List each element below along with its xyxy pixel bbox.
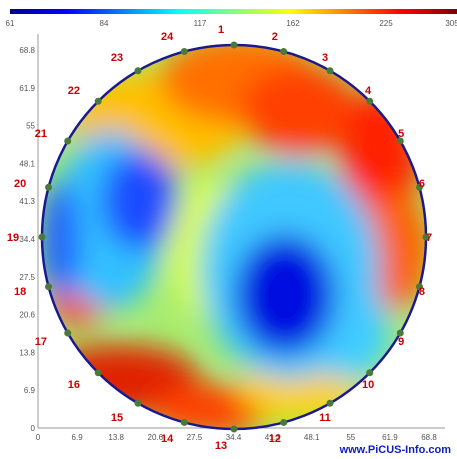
sensor-label: 18 (14, 286, 26, 298)
sensor-label: 1 (218, 24, 224, 36)
sensor-label: 19 (7, 232, 19, 244)
sensor-dot (38, 233, 46, 241)
sensor-dot (415, 183, 423, 191)
x-tick-label: 13.8 (108, 433, 124, 442)
y-tick-label: 55 (26, 122, 35, 131)
sensor-label: 9 (398, 336, 404, 348)
y-tick-label: 20.6 (19, 311, 35, 320)
sensor-dot (366, 97, 374, 105)
sensor-dot (326, 399, 334, 407)
y-tick-label: 27.5 (19, 273, 35, 282)
sensor-dot (396, 329, 404, 337)
x-tick-label: 41.3 (265, 433, 281, 442)
sensor-label: 20 (14, 178, 26, 190)
y-tick-label: 41.3 (19, 197, 35, 206)
sensor-label: 22 (68, 85, 80, 97)
scale-label: 84 (99, 19, 109, 28)
sensor-dot (326, 67, 334, 75)
sensor-label: 15 (111, 412, 123, 424)
sensor-label: 17 (35, 336, 47, 348)
sensor-label: 14 (161, 433, 174, 445)
color-scale-bar (10, 9, 457, 14)
sensor-label: 10 (362, 379, 374, 391)
y-tick-label: 6.9 (24, 386, 36, 395)
sensor-label: 8 (419, 286, 425, 298)
x-tick-label: 20.6 (148, 433, 164, 442)
sensor-dot (45, 283, 53, 291)
y-tick-label: 34.4 (19, 235, 35, 244)
sensor-label: 6 (419, 178, 425, 190)
tomogram-image (42, 45, 426, 429)
y-tick-label: 48.1 (19, 159, 35, 168)
sensor-label: 11 (319, 412, 331, 424)
sensor-label: 4 (365, 85, 372, 97)
sensor-label: 3 (322, 52, 328, 64)
sensor-label: 13 (215, 440, 227, 452)
x-tick-label: 61.9 (382, 433, 398, 442)
sensor-label: 7 (426, 232, 432, 244)
x-tick-label: 6.9 (72, 433, 84, 442)
x-tick-label: 0 (36, 433, 41, 442)
sensor-dot (180, 418, 188, 426)
x-tick-label: 27.5 (187, 433, 203, 442)
sensor-label: 5 (398, 128, 404, 140)
x-axis-ticks: 0 6.9 13.8 20.6 27.5 34.4 41.3 48.1 55 61.9 68.8 (36, 433, 438, 442)
x-tick-label: 48.1 (304, 433, 320, 442)
sensor-dot (415, 283, 423, 291)
sensor-label: 16 (68, 379, 80, 391)
y-tick-label: 13.8 (19, 348, 35, 357)
sensor-label: 2 (272, 31, 278, 43)
sensor-label: 12 (269, 433, 281, 445)
sensor-label: 24 (161, 31, 174, 43)
sensor-label: 23 (111, 52, 123, 64)
x-tick-label: 34.4 (226, 433, 242, 442)
sensor-dot (64, 137, 72, 145)
sensor-dot (94, 369, 102, 377)
y-tick-label: 61.9 (19, 84, 35, 93)
brand-watermark: www.PiCUS-Info.com (339, 444, 451, 456)
sensor-dot (134, 399, 142, 407)
sensor-dot (366, 369, 374, 377)
y-axis-ticks: 68.8 61.9 55 48.1 41.3 34.4 27.5 20.6 13.8 6.9 0 (19, 46, 35, 433)
y-tick-label: 0 (31, 424, 36, 433)
sensor-dot (230, 41, 238, 49)
scale-label: 225 (379, 19, 393, 28)
sensor-dot (396, 137, 404, 145)
scale-label: 117 (193, 19, 207, 28)
sensor-label: 21 (35, 128, 47, 140)
sensor-dot (280, 418, 288, 426)
y-tick-label: 68.8 (19, 46, 35, 55)
sensor-dot (64, 329, 72, 337)
scale-label: 305 (445, 19, 457, 28)
sensor-dot (94, 97, 102, 105)
sensor-dot (134, 67, 142, 75)
sensor-dot (180, 48, 188, 56)
sensor-dot (280, 48, 288, 56)
sensor-dot (422, 233, 430, 241)
sensor-dot (45, 183, 53, 191)
sensor-dot (230, 425, 238, 433)
scale-label: 162 (286, 19, 300, 28)
scale-label: 61 (5, 19, 15, 28)
x-tick-label: 55 (346, 433, 355, 442)
x-tick-label: 68.8 (421, 433, 437, 442)
